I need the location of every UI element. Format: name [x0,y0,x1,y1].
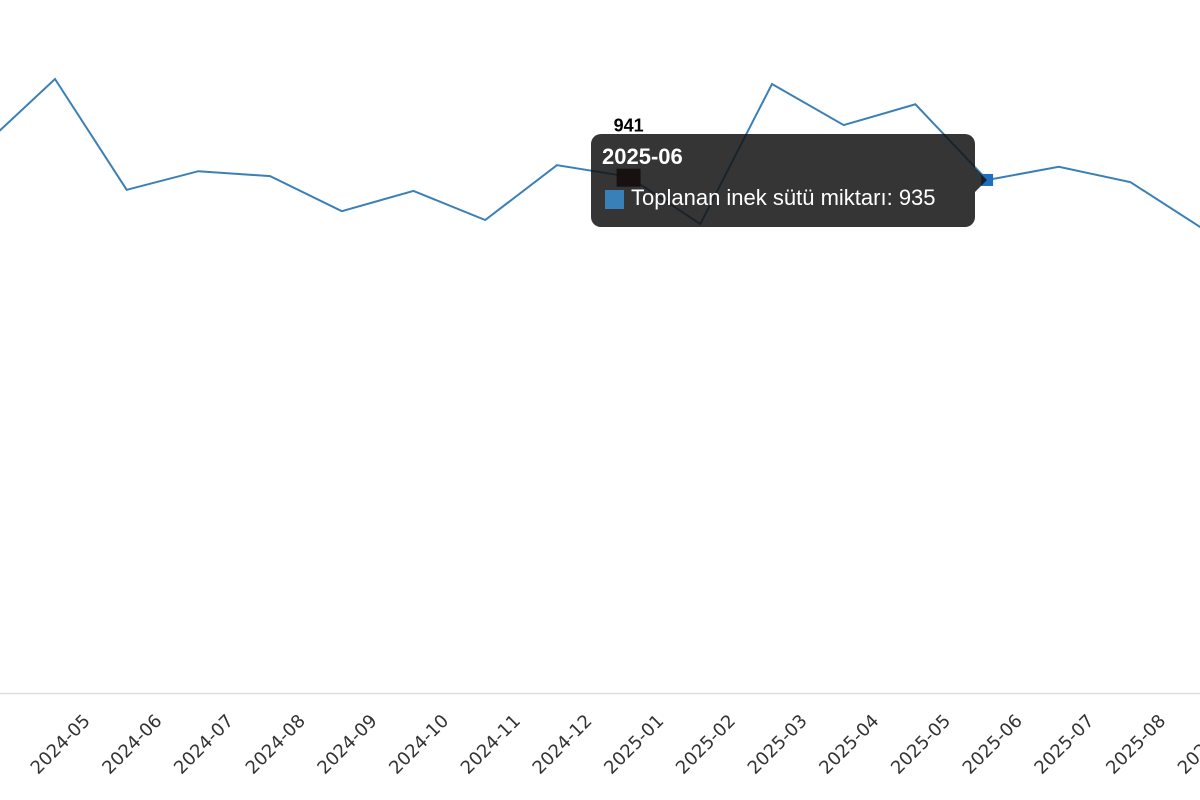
x-tick-label: 2025-05 [887,711,955,779]
x-tick-label: 2025-03 [744,711,812,779]
tooltip-label: Toplanan inek sütü miktarı: 935 [631,185,936,210]
x-tick-label: 2024-10 [385,711,453,779]
tooltip-series-name: Toplanan inek sütü miktarı [631,185,887,210]
x-tick-label: 2025-09 [1174,711,1200,779]
x-tick-label: 2025-08 [1102,711,1170,779]
tooltip-title: 2025-06 [602,144,683,169]
tooltip-value: 935 [899,185,936,210]
x-tick-label: 2024-11 [457,711,525,779]
x-tick-label: 2024-05 [27,711,95,779]
x-tick-label: 2024-07 [170,711,238,779]
tooltip-box [591,134,975,227]
x-tick-label: 2024-06 [98,711,166,779]
tooltip-arrow [975,168,987,192]
tooltip-swatch [605,190,624,209]
tooltip-separator: : [887,185,899,210]
x-tick-label: 2025-04 [815,711,883,779]
x-tick-label: 2025-07 [1030,711,1098,779]
x-tick-label: 2025-06 [959,711,1027,779]
data-label: 941 [614,115,644,135]
x-tick-label: 2024-08 [242,711,310,779]
highlight-point [981,173,994,186]
x-tick-label: 2024-12 [529,711,597,779]
tooltip: 2025-06 Toplanan inek sütü miktarı: 935 [591,134,987,227]
x-tick-label: 2025-02 [672,711,740,779]
x-tick-label: 2024-09 [313,711,381,779]
x-tick-label: 2025-01 [600,711,668,779]
